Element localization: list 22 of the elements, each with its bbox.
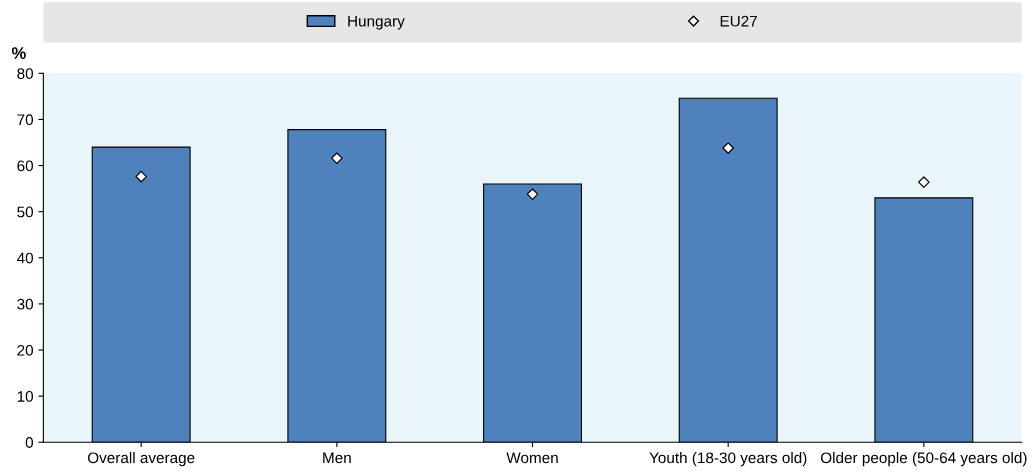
legend-label: EU27 bbox=[720, 15, 757, 27]
point bbox=[722, 142, 735, 154]
point bbox=[331, 152, 343, 164]
x-tick-label: Overall average bbox=[87, 451, 195, 467]
y-tick-label: 30 bbox=[17, 298, 34, 310]
y-axis-title: % bbox=[11, 47, 26, 59]
y-tick-label: 50 bbox=[17, 206, 34, 218]
y-tick-label: 10 bbox=[17, 391, 34, 402]
point bbox=[135, 170, 147, 183]
y-tick-label: 70 bbox=[17, 114, 34, 126]
y-tick-label: 20 bbox=[17, 344, 34, 356]
point bbox=[918, 176, 930, 188]
y-tick-label: 0 bbox=[25, 437, 34, 448]
x-tick-label: Men bbox=[323, 452, 351, 464]
point bbox=[526, 188, 539, 200]
y-tick-label: 80 bbox=[17, 68, 34, 79]
x-tick-label: Older people (50-64 years old) bbox=[820, 451, 1027, 467]
y-tick-label: 40 bbox=[16, 252, 34, 264]
x-tick-label: Youth (18-30 years old) bbox=[649, 451, 807, 467]
x-tick-label: Women bbox=[506, 452, 558, 464]
legend-label: Hungary bbox=[348, 15, 405, 30]
y-tick-label: 60 bbox=[17, 160, 34, 172]
